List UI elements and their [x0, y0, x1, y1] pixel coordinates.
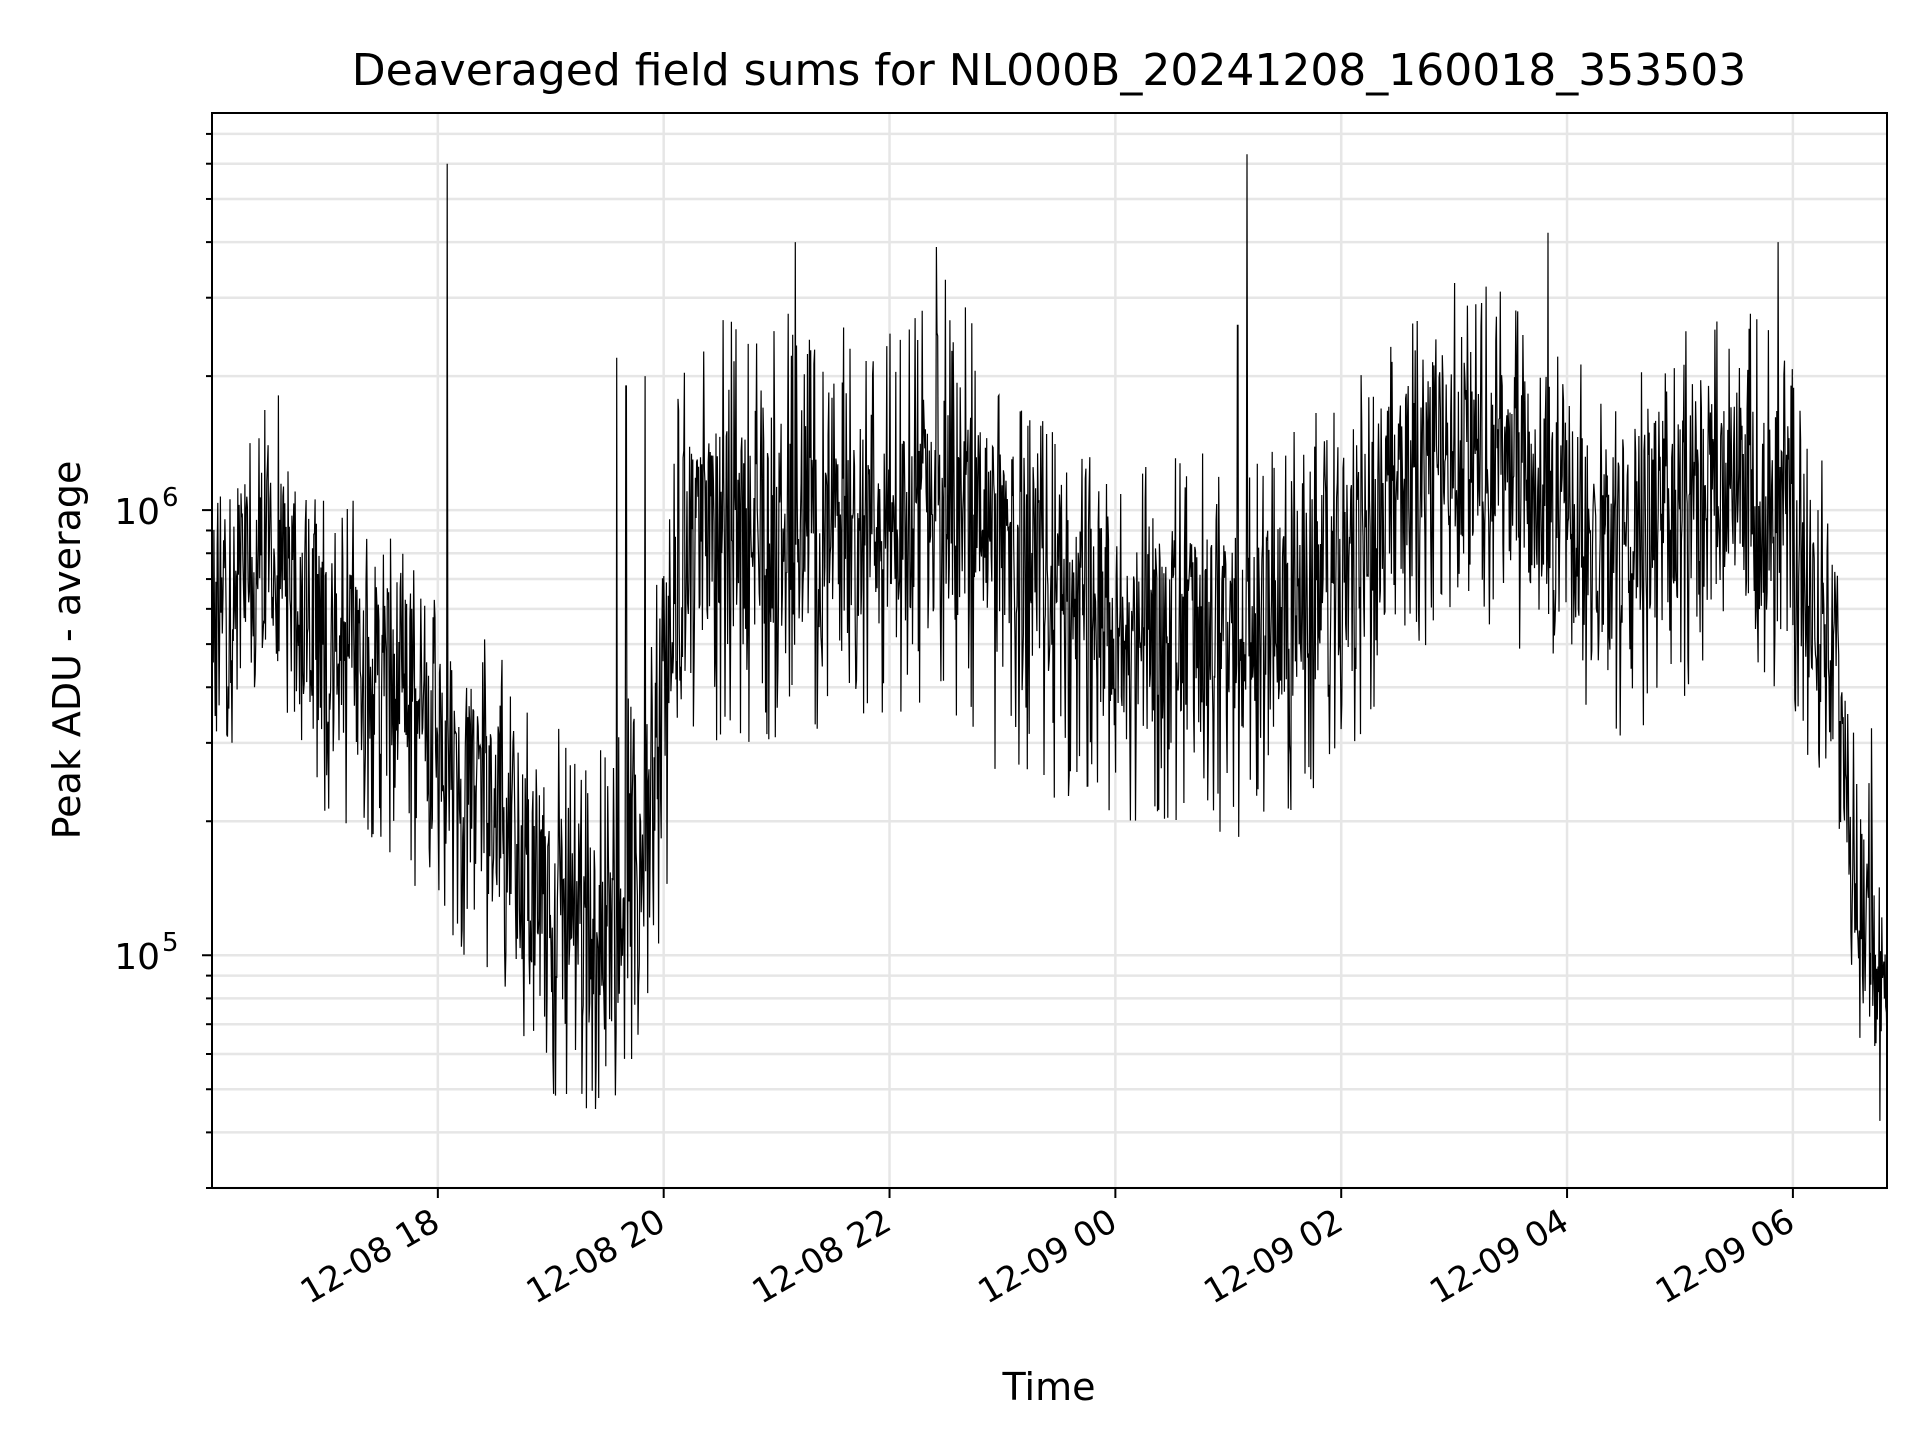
x-axis-label: Time [1002, 1365, 1096, 1409]
chart-title: Deaveraged field sums for NL000B_2024120… [352, 45, 1746, 96]
y-tick-exponent: 6 [162, 483, 179, 513]
y-tick-label: 10 [114, 937, 160, 978]
y-tick-exponent: 5 [162, 928, 179, 958]
y-axis-label: Peak ADU - average [45, 461, 89, 840]
y-tick-label: 10 [114, 492, 160, 533]
series-path [211, 154, 1888, 1121]
plot-frame [211, 112, 1888, 1189]
series-line [211, 154, 1888, 1121]
